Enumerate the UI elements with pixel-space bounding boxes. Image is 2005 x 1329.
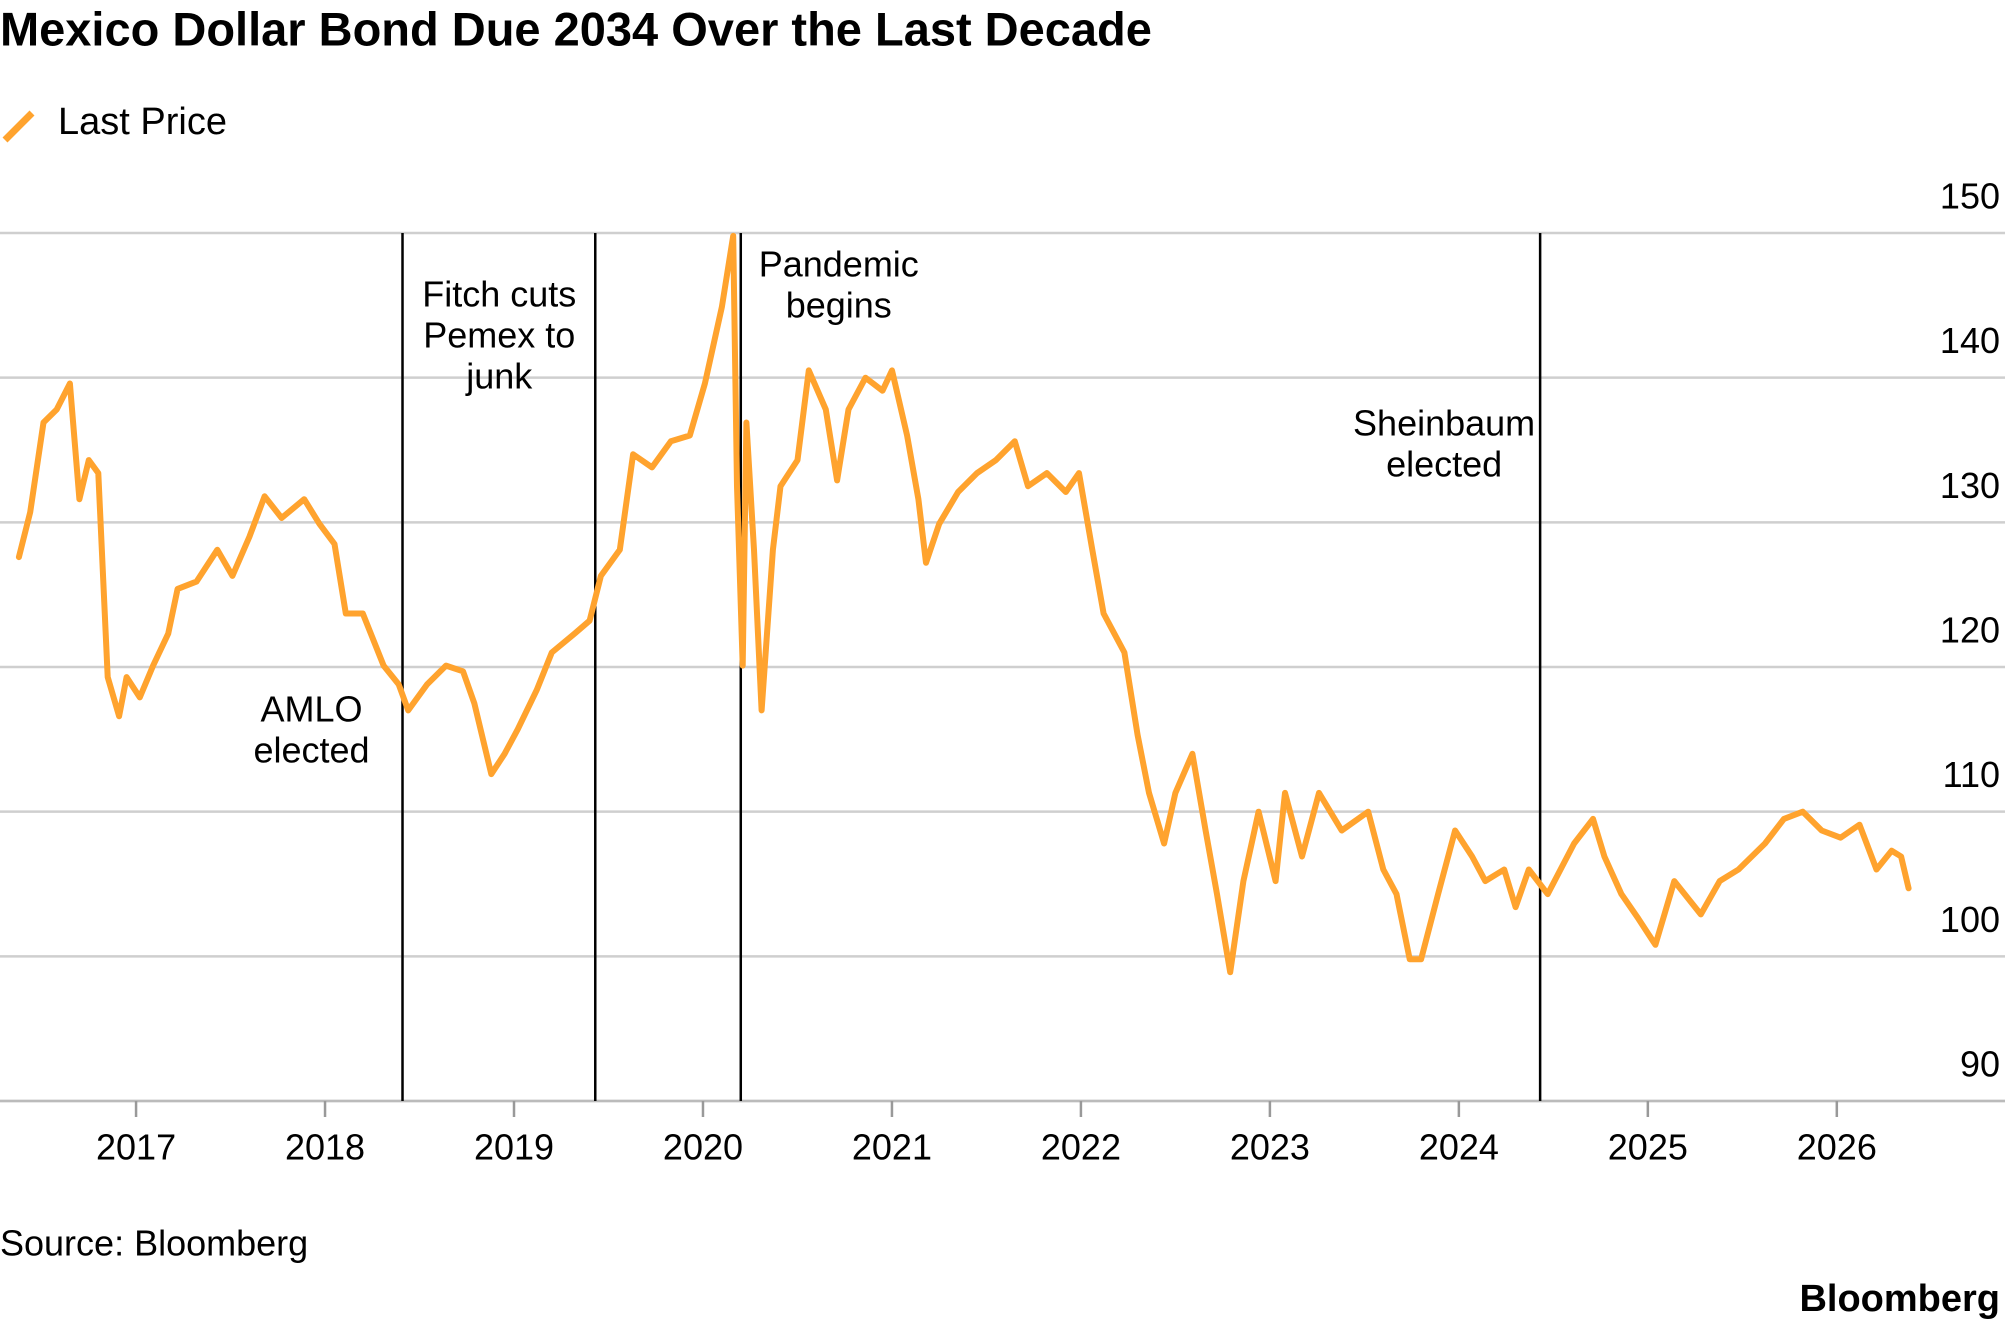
x-tick-label: 2026 xyxy=(1797,1127,1877,1168)
y-tick-label: 100 xyxy=(1940,899,2000,940)
x-tick-label: 2019 xyxy=(474,1127,554,1168)
y-tick-label: 140 xyxy=(1940,320,2000,361)
x-tick-label: 2021 xyxy=(852,1127,932,1168)
y-tick-label: 150 xyxy=(1940,176,2000,217)
y-tick-label: 130 xyxy=(1940,465,2000,506)
event-label: junk xyxy=(465,356,533,397)
event-label: elected xyxy=(1386,444,1502,485)
event-label: Pandemic xyxy=(759,244,919,285)
y-tick-label: 90 xyxy=(1960,1044,2000,1085)
legend-label: Last Price xyxy=(58,101,227,143)
source: Source: Bloomberg xyxy=(0,1223,308,1264)
x-tick-label: 2023 xyxy=(1230,1127,1310,1168)
brand: Bloomberg xyxy=(1799,1278,2000,1320)
event-label: elected xyxy=(253,730,369,771)
price-line xyxy=(15,232,1912,976)
x-tick-label: 2024 xyxy=(1419,1127,1499,1168)
y-tick-label: 110 xyxy=(1943,754,2000,795)
event-label: Pemex to xyxy=(423,315,575,356)
y-tick-label: 120 xyxy=(1940,610,2000,651)
event-label: begins xyxy=(786,285,892,326)
x-tick-label: 2022 xyxy=(1041,1127,1121,1168)
x-tick-label: 2017 xyxy=(96,1127,176,1168)
x-tick-label: 2020 xyxy=(663,1127,743,1168)
event-label: Fitch cuts xyxy=(422,274,576,315)
legend-swatch xyxy=(2,110,35,143)
event-label: Sheinbaum xyxy=(1353,403,1535,444)
x-tick-label: 2025 xyxy=(1608,1127,1688,1168)
chart-title: Mexico Dollar Bond Due 2034 Over the Las… xyxy=(0,2,1152,55)
x-tick-label: 2018 xyxy=(285,1127,365,1168)
event-label: AMLO xyxy=(260,689,362,730)
